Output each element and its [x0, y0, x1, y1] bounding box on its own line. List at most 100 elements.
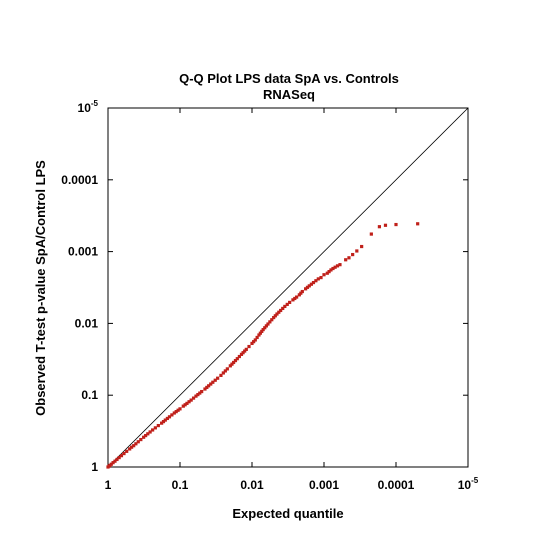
data-point [279, 308, 283, 313]
data-point [237, 354, 241, 359]
y-tick-label: 10-5 [78, 99, 99, 115]
data-point [161, 420, 166, 424]
data-point [288, 300, 292, 305]
data-point [136, 440, 140, 444]
y-tick-label: 0.0001 [61, 173, 98, 187]
data-point [325, 271, 329, 275]
data-point [260, 329, 264, 333]
data-point [257, 333, 261, 337]
data-point [285, 302, 289, 307]
data-point [281, 306, 285, 311]
data-point [319, 275, 323, 280]
data-point [344, 258, 348, 262]
data-point [165, 416, 169, 421]
data-point [394, 222, 398, 227]
y-axis-label: Observed T-test p-value SpA/Control LPS [33, 160, 48, 416]
data-point [360, 244, 364, 249]
data-point [232, 360, 236, 365]
data-point [109, 462, 113, 466]
data-point [174, 410, 178, 414]
data-point [300, 289, 304, 294]
data-point [383, 223, 388, 227]
data-point [338, 263, 342, 267]
data-point [273, 314, 277, 318]
data-point [275, 312, 279, 316]
data-point [178, 407, 182, 411]
data-point [311, 280, 316, 285]
data-point [148, 430, 152, 434]
data-point [134, 442, 138, 446]
y-tick-label: 0.01 [75, 316, 99, 330]
data-point [225, 367, 229, 371]
chart-subtitle: RNASeq [263, 87, 315, 102]
x-axis-label: Expected quantile [232, 506, 343, 521]
x-tick-label: 10-5 [458, 476, 479, 492]
data-point [291, 298, 295, 302]
y-tick-label: 1 [91, 460, 98, 474]
x-tick-label: 0.1 [172, 478, 189, 492]
data-point [266, 322, 270, 326]
data-point [268, 320, 272, 324]
data-point [316, 277, 320, 281]
data-point [172, 411, 176, 415]
data-point [130, 445, 134, 449]
data-point [293, 296, 297, 301]
data-point [194, 394, 198, 398]
data-point [253, 338, 257, 342]
data-point [191, 396, 196, 400]
tick-labels-layer: 1 0.1 0.01 0.001 0.0001 10-5 1 0.1 0.01 0.001 0.00… [61, 99, 478, 492]
data-point [160, 421, 164, 425]
data-point [213, 378, 217, 382]
data-point [369, 232, 373, 236]
data-point [203, 387, 207, 391]
data-point [322, 273, 326, 277]
data-point [223, 369, 227, 373]
data-point [221, 371, 225, 375]
data-point [247, 344, 251, 349]
data-point [272, 315, 276, 320]
data-point [416, 222, 420, 226]
data-point [241, 351, 245, 355]
x-tick-label: 1 [105, 478, 112, 492]
data-point [333, 265, 337, 269]
data-point [125, 449, 129, 453]
data-point [139, 437, 143, 442]
data-point [181, 404, 185, 408]
x-tick-label: 0.0001 [378, 478, 415, 492]
data-point [211, 380, 215, 384]
data-point [156, 423, 160, 428]
data-point [250, 341, 254, 346]
data-point [327, 270, 331, 274]
data-point [163, 418, 167, 422]
data-point [207, 384, 211, 388]
data-point [270, 318, 274, 322]
data-point [230, 362, 234, 366]
data-point [277, 310, 281, 314]
data-point [335, 264, 340, 268]
data-point [142, 435, 146, 439]
data-point [176, 408, 180, 412]
data-point [244, 347, 248, 351]
data-point [295, 295, 299, 299]
data-point [205, 385, 209, 390]
data-point [297, 293, 301, 297]
data-point [331, 266, 335, 271]
data-point [111, 461, 115, 465]
chart-title: Q-Q Plot LPS data SpA vs. Controls [179, 71, 399, 86]
data-point [347, 256, 351, 260]
data-point [144, 433, 148, 438]
data-point [235, 357, 239, 361]
x-tick-label: 0.001 [309, 478, 339, 492]
data-point [151, 428, 155, 432]
x-tick-label: 0.01 [240, 478, 264, 492]
y-tick-label: 0.1 [81, 388, 98, 402]
plot-frame [107, 107, 469, 468]
data-point [209, 382, 213, 386]
data-point [309, 282, 313, 286]
data-point [261, 328, 265, 332]
data-point [216, 376, 220, 380]
data-point [258, 331, 262, 335]
data-point [189, 398, 193, 402]
reference-diagonal-line [107, 107, 469, 468]
